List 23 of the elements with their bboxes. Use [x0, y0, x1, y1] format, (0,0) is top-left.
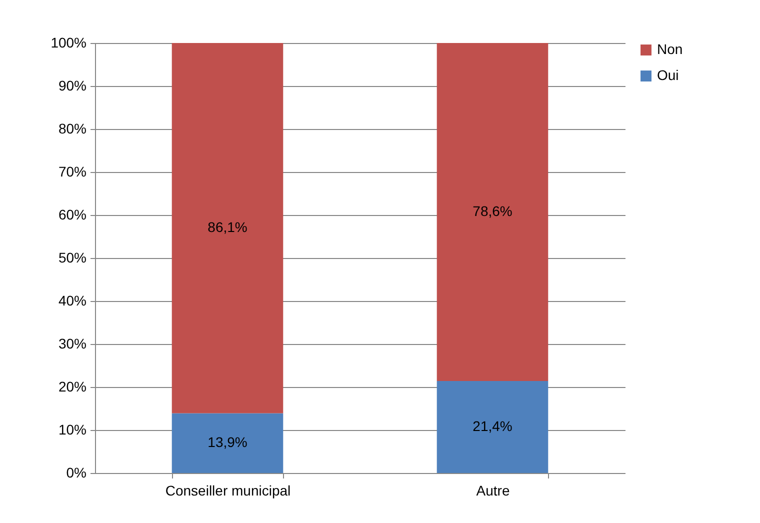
data-label: 13,9%	[208, 434, 248, 450]
x-tick-label: Autre	[476, 482, 510, 498]
y-tick-label: 100%	[50, 34, 86, 50]
y-tick-label: 0%	[66, 464, 86, 480]
y-tick-label: 10%	[58, 422, 86, 438]
data-label: 86,1%	[208, 219, 248, 236]
data-label: 78,6%	[472, 202, 512, 219]
data-label: 21,4%	[472, 418, 512, 434]
x-tick-label: Conseiller municipal	[165, 482, 291, 498]
bar	[172, 413, 284, 473]
y-tick-label: 70%	[58, 164, 86, 180]
bar	[436, 43, 548, 381]
y-tick-label: 30%	[58, 336, 86, 352]
y-tick-label: 40%	[58, 292, 86, 308]
y-tick-label: 20%	[58, 378, 86, 394]
legend-label: Non	[657, 41, 683, 57]
legend-label: Oui	[657, 67, 679, 83]
y-tick-label: 60%	[58, 206, 86, 222]
bar	[172, 43, 284, 414]
y-tick-label: 90%	[58, 78, 86, 94]
bar	[436, 380, 548, 473]
y-tick-label: 80%	[58, 120, 86, 136]
y-tick-label: 50%	[58, 250, 86, 266]
